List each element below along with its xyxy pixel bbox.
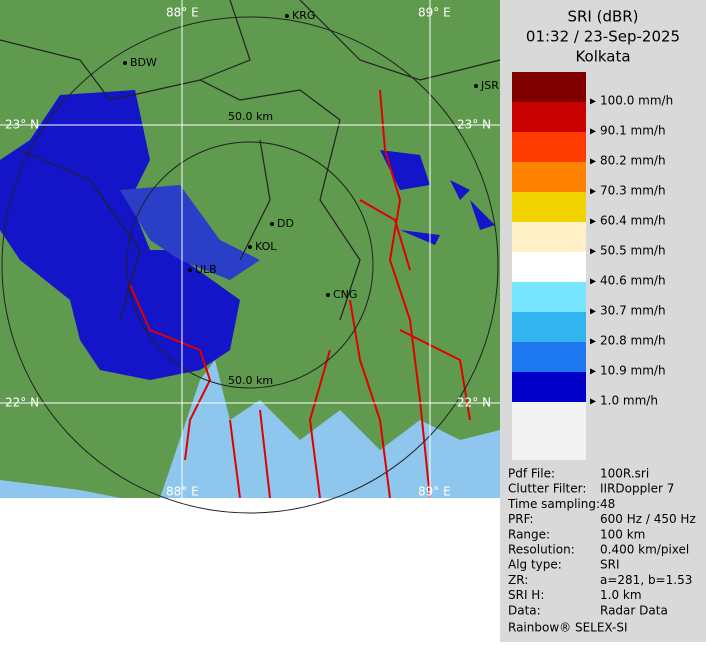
legend-swatch: [512, 102, 586, 132]
place-dot: [326, 293, 330, 297]
legend-label: 10.9 mm/h: [600, 364, 666, 378]
footer: Rainbow® SELEX-SI: [508, 621, 628, 635]
info-key: SRI H:: [508, 588, 544, 602]
legend-swatch: [512, 312, 586, 342]
info-key: Alg type:: [508, 558, 562, 572]
place-dot: [474, 84, 478, 88]
range-label: 50.0 km: [228, 110, 273, 123]
header-location: Kolkata: [575, 48, 630, 66]
legend-label: 90.1 mm/h: [600, 124, 666, 138]
info-value: SRI: [600, 558, 620, 572]
legend-label: 50.5 mm/h: [600, 244, 666, 258]
legend-swatch: [512, 372, 586, 402]
place-label: JSR: [480, 79, 499, 92]
lon-label: 88° E: [166, 6, 199, 20]
legend-arrow: ▸: [590, 304, 596, 318]
place-label: DD: [277, 217, 294, 230]
info-key: Pdf File:: [508, 467, 555, 481]
info-value: 0.400 km/pixel: [600, 543, 689, 557]
legend-arrow: ▸: [590, 214, 596, 228]
place-dot: [123, 61, 127, 65]
legend-arrow: ▸: [590, 124, 596, 138]
info-key: Range:: [508, 527, 550, 541]
legend-swatch: [512, 282, 586, 312]
place-dot: [188, 268, 192, 272]
place-label: KRG: [292, 9, 315, 22]
info-value: 100 km: [600, 527, 645, 541]
legend-swatch: [512, 342, 586, 372]
place-dot: [248, 245, 252, 249]
info-value: a=281, b=1.53: [600, 573, 692, 587]
map: [0, 0, 501, 514]
legend-arrow: ▸: [590, 94, 596, 108]
info-value: IIRDoppler 7: [600, 482, 674, 496]
lat-label: 22° N: [5, 396, 39, 410]
info-key: ZR:: [508, 573, 528, 587]
legend-label: 20.8 mm/h: [600, 334, 666, 348]
legend-swatch: [512, 252, 586, 282]
info-key: Resolution:: [508, 543, 575, 557]
lat-label: 23° N: [457, 118, 491, 132]
place-label: CNG: [333, 288, 357, 301]
legend-label: 70.3 mm/h: [600, 184, 666, 198]
legend-arrow: ▸: [590, 154, 596, 168]
legend-swatch: [512, 192, 586, 222]
legend-arrow: ▸: [590, 364, 596, 378]
info-value: 1.0 km: [600, 588, 642, 602]
legend-label: 30.7 mm/h: [600, 304, 666, 318]
legend-arrow: ▸: [590, 184, 596, 198]
place-label: ULB: [195, 263, 217, 276]
legend-swatch: [512, 72, 586, 102]
place-label: BDW: [130, 56, 157, 69]
legend-label: 100.0 mm/h: [600, 94, 673, 108]
legend-label: 80.2 mm/h: [600, 154, 666, 168]
legend-swatch: [512, 162, 586, 192]
legend-arrow: ▸: [590, 274, 596, 288]
info-key: Clutter Filter:: [508, 482, 586, 496]
place-dot: [285, 14, 289, 18]
info-key: PRF:: [508, 512, 534, 526]
lon-label: 89° E: [418, 6, 451, 20]
header-title: SRI (dBR): [567, 8, 638, 26]
info-key: Data:: [508, 603, 541, 617]
legend-empty: [512, 402, 586, 460]
legend-arrow: ▸: [590, 394, 596, 408]
legend-label: 60.4 mm/h: [600, 214, 666, 228]
lon-label: 89° E: [418, 485, 451, 499]
lat-label: 22° N: [457, 396, 491, 410]
place-label: KOL: [255, 240, 277, 253]
info-value: Radar Data: [600, 603, 668, 617]
info-value: 48: [600, 497, 615, 511]
range-label: 50.0 km: [228, 374, 273, 387]
place-dot: [270, 222, 274, 226]
lon-label: 88° E: [166, 485, 199, 499]
info-key: Time sampling:: [507, 497, 600, 511]
legend-label: 40.6 mm/h: [600, 274, 666, 288]
lat-label: 23° N: [5, 118, 39, 132]
legend-arrow: ▸: [590, 334, 596, 348]
legend-label: 1.0 mm/h: [600, 394, 658, 408]
legend-swatch: [512, 222, 586, 252]
info-value: 100R.sri: [600, 467, 649, 481]
info-value: 600 Hz / 450 Hz: [600, 512, 696, 526]
legend-arrow: ▸: [590, 244, 596, 258]
header-datetime: 01:32 / 23-Sep-2025: [526, 28, 680, 46]
legend-swatch: [512, 132, 586, 162]
